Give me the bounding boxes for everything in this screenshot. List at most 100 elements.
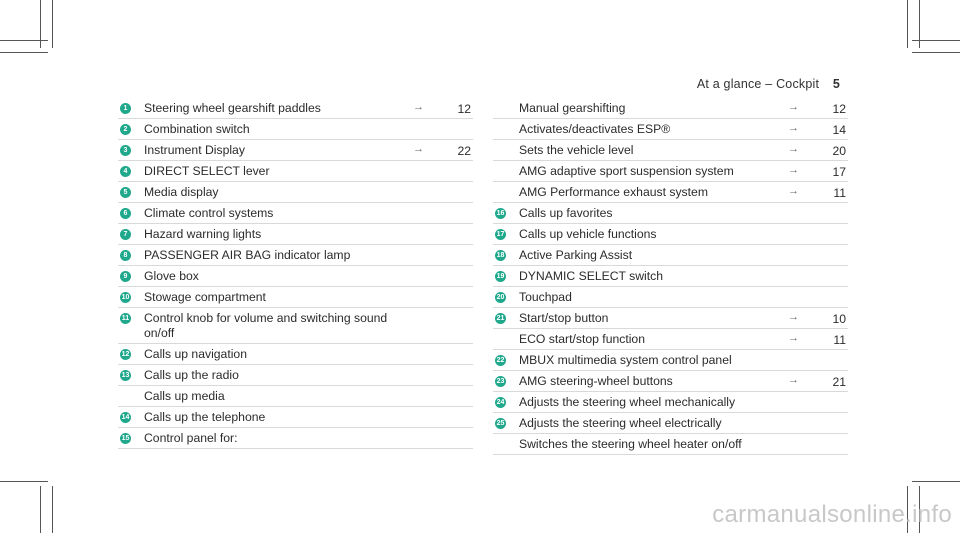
item-label: AMG Performance exhaust system — [519, 185, 708, 199]
item-number-badge: 9 — [120, 271, 131, 282]
crop-mark — [0, 52, 48, 53]
item-label: Control panel for: — [144, 431, 238, 445]
item-number-badge: 15 — [120, 433, 131, 444]
page-reference: 22 — [457, 144, 471, 158]
item-number-badge: 12 — [120, 349, 131, 360]
item-number-badge: 18 — [495, 250, 506, 261]
crop-mark — [40, 486, 41, 533]
crop-mark — [52, 0, 53, 48]
arrow-right-icon: → — [788, 311, 799, 323]
list-item: 21 Start/stop button → 10 — [493, 308, 848, 329]
item-label: Stowage compartment — [144, 290, 266, 304]
crop-mark — [52, 486, 53, 533]
list-item: 15 Control panel for: — [118, 428, 473, 449]
item-label: ECO start/stop function — [519, 332, 645, 346]
arrow-right-icon: → — [413, 101, 424, 113]
item-label: Combination switch — [144, 122, 250, 136]
list-item: 8 PASSENGER AIR BAG indicator lamp — [118, 245, 473, 266]
page-reference: 12 — [832, 102, 846, 116]
item-label: AMG adaptive sport suspension system — [519, 164, 734, 178]
crop-mark — [0, 40, 48, 41]
arrow-right-icon: → — [788, 143, 799, 155]
list-item: 9 Glove box — [118, 266, 473, 287]
item-number-badge: 21 — [495, 313, 506, 324]
item-label: Switches the steering wheel heater on/of… — [519, 437, 742, 451]
crop-mark — [907, 0, 908, 48]
item-label: DIRECT SELECT lever — [144, 164, 270, 178]
item-label: Calls up the telephone — [144, 410, 266, 424]
item-label: Sets the vehicle level — [519, 143, 634, 157]
item-label: Activates/deactivates ESP® — [519, 122, 671, 136]
item-label: Calls up media — [144, 389, 225, 403]
page-reference: 12 — [457, 102, 471, 116]
list-item: 2 Combination switch — [118, 119, 473, 140]
list-item: 1 Steering wheel gearshift paddles → 12 — [118, 98, 473, 119]
item-number-badge: 4 — [120, 166, 131, 177]
item-label: Climate control systems — [144, 206, 274, 220]
item-label: MBUX multimedia system control panel — [519, 353, 732, 367]
list-item: 6 Climate control systems — [118, 203, 473, 224]
item-number-badge: 2 — [120, 124, 131, 135]
list-item: Switches the steering wheel heater on/of… — [493, 434, 848, 455]
item-label: Active Parking Assist — [519, 248, 633, 262]
list-item: ECO start/stop function → 11 — [493, 329, 848, 350]
section-title: At a glance – Cockpit — [696, 77, 820, 91]
list-item: AMG adaptive sport suspension system → 17 — [493, 161, 848, 182]
item-label: Adjusts the steering wheel mechanically — [519, 395, 736, 409]
item-label: Calls up vehicle functions — [519, 227, 657, 241]
page-reference: 20 — [832, 144, 846, 158]
watermark: carmanualsonline.info — [712, 501, 952, 528]
item-label: Start/stop button — [519, 311, 609, 325]
item-number-badge: 6 — [120, 208, 131, 219]
item-number-badge: 10 — [120, 292, 131, 303]
crop-mark — [919, 0, 920, 48]
item-number-badge: 14 — [120, 412, 131, 423]
item-number-badge: 17 — [495, 229, 506, 240]
item-label: Calls up favorites — [519, 206, 613, 220]
item-label: Calls up the radio — [144, 368, 239, 382]
list-item: Calls up media — [118, 386, 473, 407]
item-label: PASSENGER AIR BAG indicator lamp — [144, 248, 351, 262]
list-item: 10 Stowage compartment — [118, 287, 473, 308]
item-number-badge: 23 — [495, 376, 506, 387]
list-item: 14 Calls up the telephone — [118, 407, 473, 428]
list-item: 22 MBUX multimedia system control panel — [493, 350, 848, 371]
item-number-badge: 16 — [495, 208, 506, 219]
item-label: Steering wheel gearshift paddles — [144, 101, 321, 115]
crop-mark — [40, 0, 41, 48]
list-item: 16 Calls up favorites — [493, 203, 848, 224]
item-label: Instrument Display — [144, 143, 245, 157]
list-item: 7 Hazard warning lights — [118, 224, 473, 245]
item-label: Touchpad — [519, 290, 572, 304]
item-number-badge: 5 — [120, 187, 131, 198]
list-item: 13 Calls up the radio — [118, 365, 473, 386]
list-item: 18 Active Parking Assist — [493, 245, 848, 266]
item-label: DYNAMIC SELECT switch — [519, 269, 664, 283]
list-item: 23 AMG steering-wheel buttons → 21 — [493, 371, 848, 392]
item-label: Manual gearshifting — [519, 101, 626, 115]
left-column: 1 Steering wheel gearshift paddles → 12 2 Com… — [118, 98, 473, 449]
item-number-badge: 13 — [120, 370, 131, 381]
list-item: Sets the vehicle level → 20 — [493, 140, 848, 161]
page-reference: 21 — [832, 375, 846, 389]
list-item: 19 DYNAMIC SELECT switch — [493, 266, 848, 287]
list-item: Manual gearshifting → 12 — [493, 98, 848, 119]
page-reference: 10 — [832, 312, 846, 326]
page-reference: 11 — [833, 186, 846, 200]
page-reference: 11 — [833, 333, 846, 347]
item-number-badge: 7 — [120, 229, 131, 240]
item-label: Calls up navigation — [144, 347, 247, 361]
list-item: 12 Calls up navigation — [118, 344, 473, 365]
arrow-right-icon: → — [788, 332, 799, 344]
list-item: 24 Adjusts the steering wheel mechanicall… — [493, 392, 848, 413]
list-item: 20 Touchpad — [493, 287, 848, 308]
list-item: 25 Adjusts the steering wheel electricall… — [493, 413, 848, 434]
crop-mark — [912, 40, 960, 41]
list-item: 3 Instrument Display → 22 — [118, 140, 473, 161]
item-number-badge: 3 — [120, 145, 131, 156]
crop-mark — [0, 481, 48, 482]
crop-mark — [912, 481, 960, 482]
arrow-right-icon: → — [413, 143, 424, 155]
list-item: 4 DIRECT SELECT lever — [118, 161, 473, 182]
item-label: Media display — [144, 185, 219, 199]
